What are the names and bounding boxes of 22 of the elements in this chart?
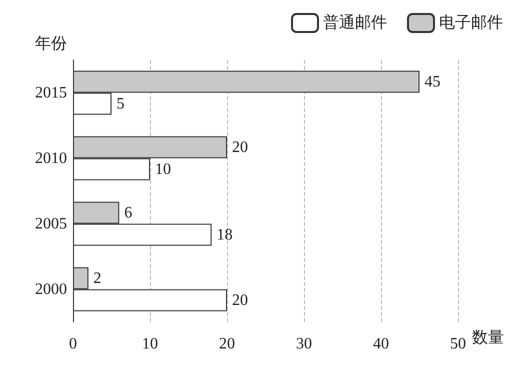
data-label: 45 (424, 73, 440, 90)
x-tick-label: 0 (69, 336, 77, 352)
data-label: 10 (155, 160, 171, 178)
y-tick-label: 2000 (35, 280, 67, 298)
y-tick-label: 2005 (35, 215, 67, 232)
x-tick-label: 10 (142, 336, 158, 352)
legend-label: 电子邮件 (439, 14, 503, 32)
x-axis-title: 数量 (472, 330, 504, 346)
data-label: 5 (116, 95, 124, 112)
data-label: 20 (232, 292, 248, 309)
legend-label: 普通邮件 (323, 14, 387, 32)
data-label: 2 (93, 270, 102, 287)
x-tick-label: 30 (296, 336, 312, 352)
x-tick-label: 50 (450, 336, 466, 352)
data-label: 20 (232, 138, 248, 156)
y-tick-label: 2015 (35, 84, 67, 102)
data-label: 6 (124, 204, 132, 222)
y-tick-label: 2010 (35, 150, 67, 167)
x-tick-label: 40 (373, 336, 389, 352)
y-axis-title: 年份 (35, 36, 67, 52)
data-label: 18 (216, 226, 233, 244)
x-tick-label: 20 (219, 336, 235, 352)
